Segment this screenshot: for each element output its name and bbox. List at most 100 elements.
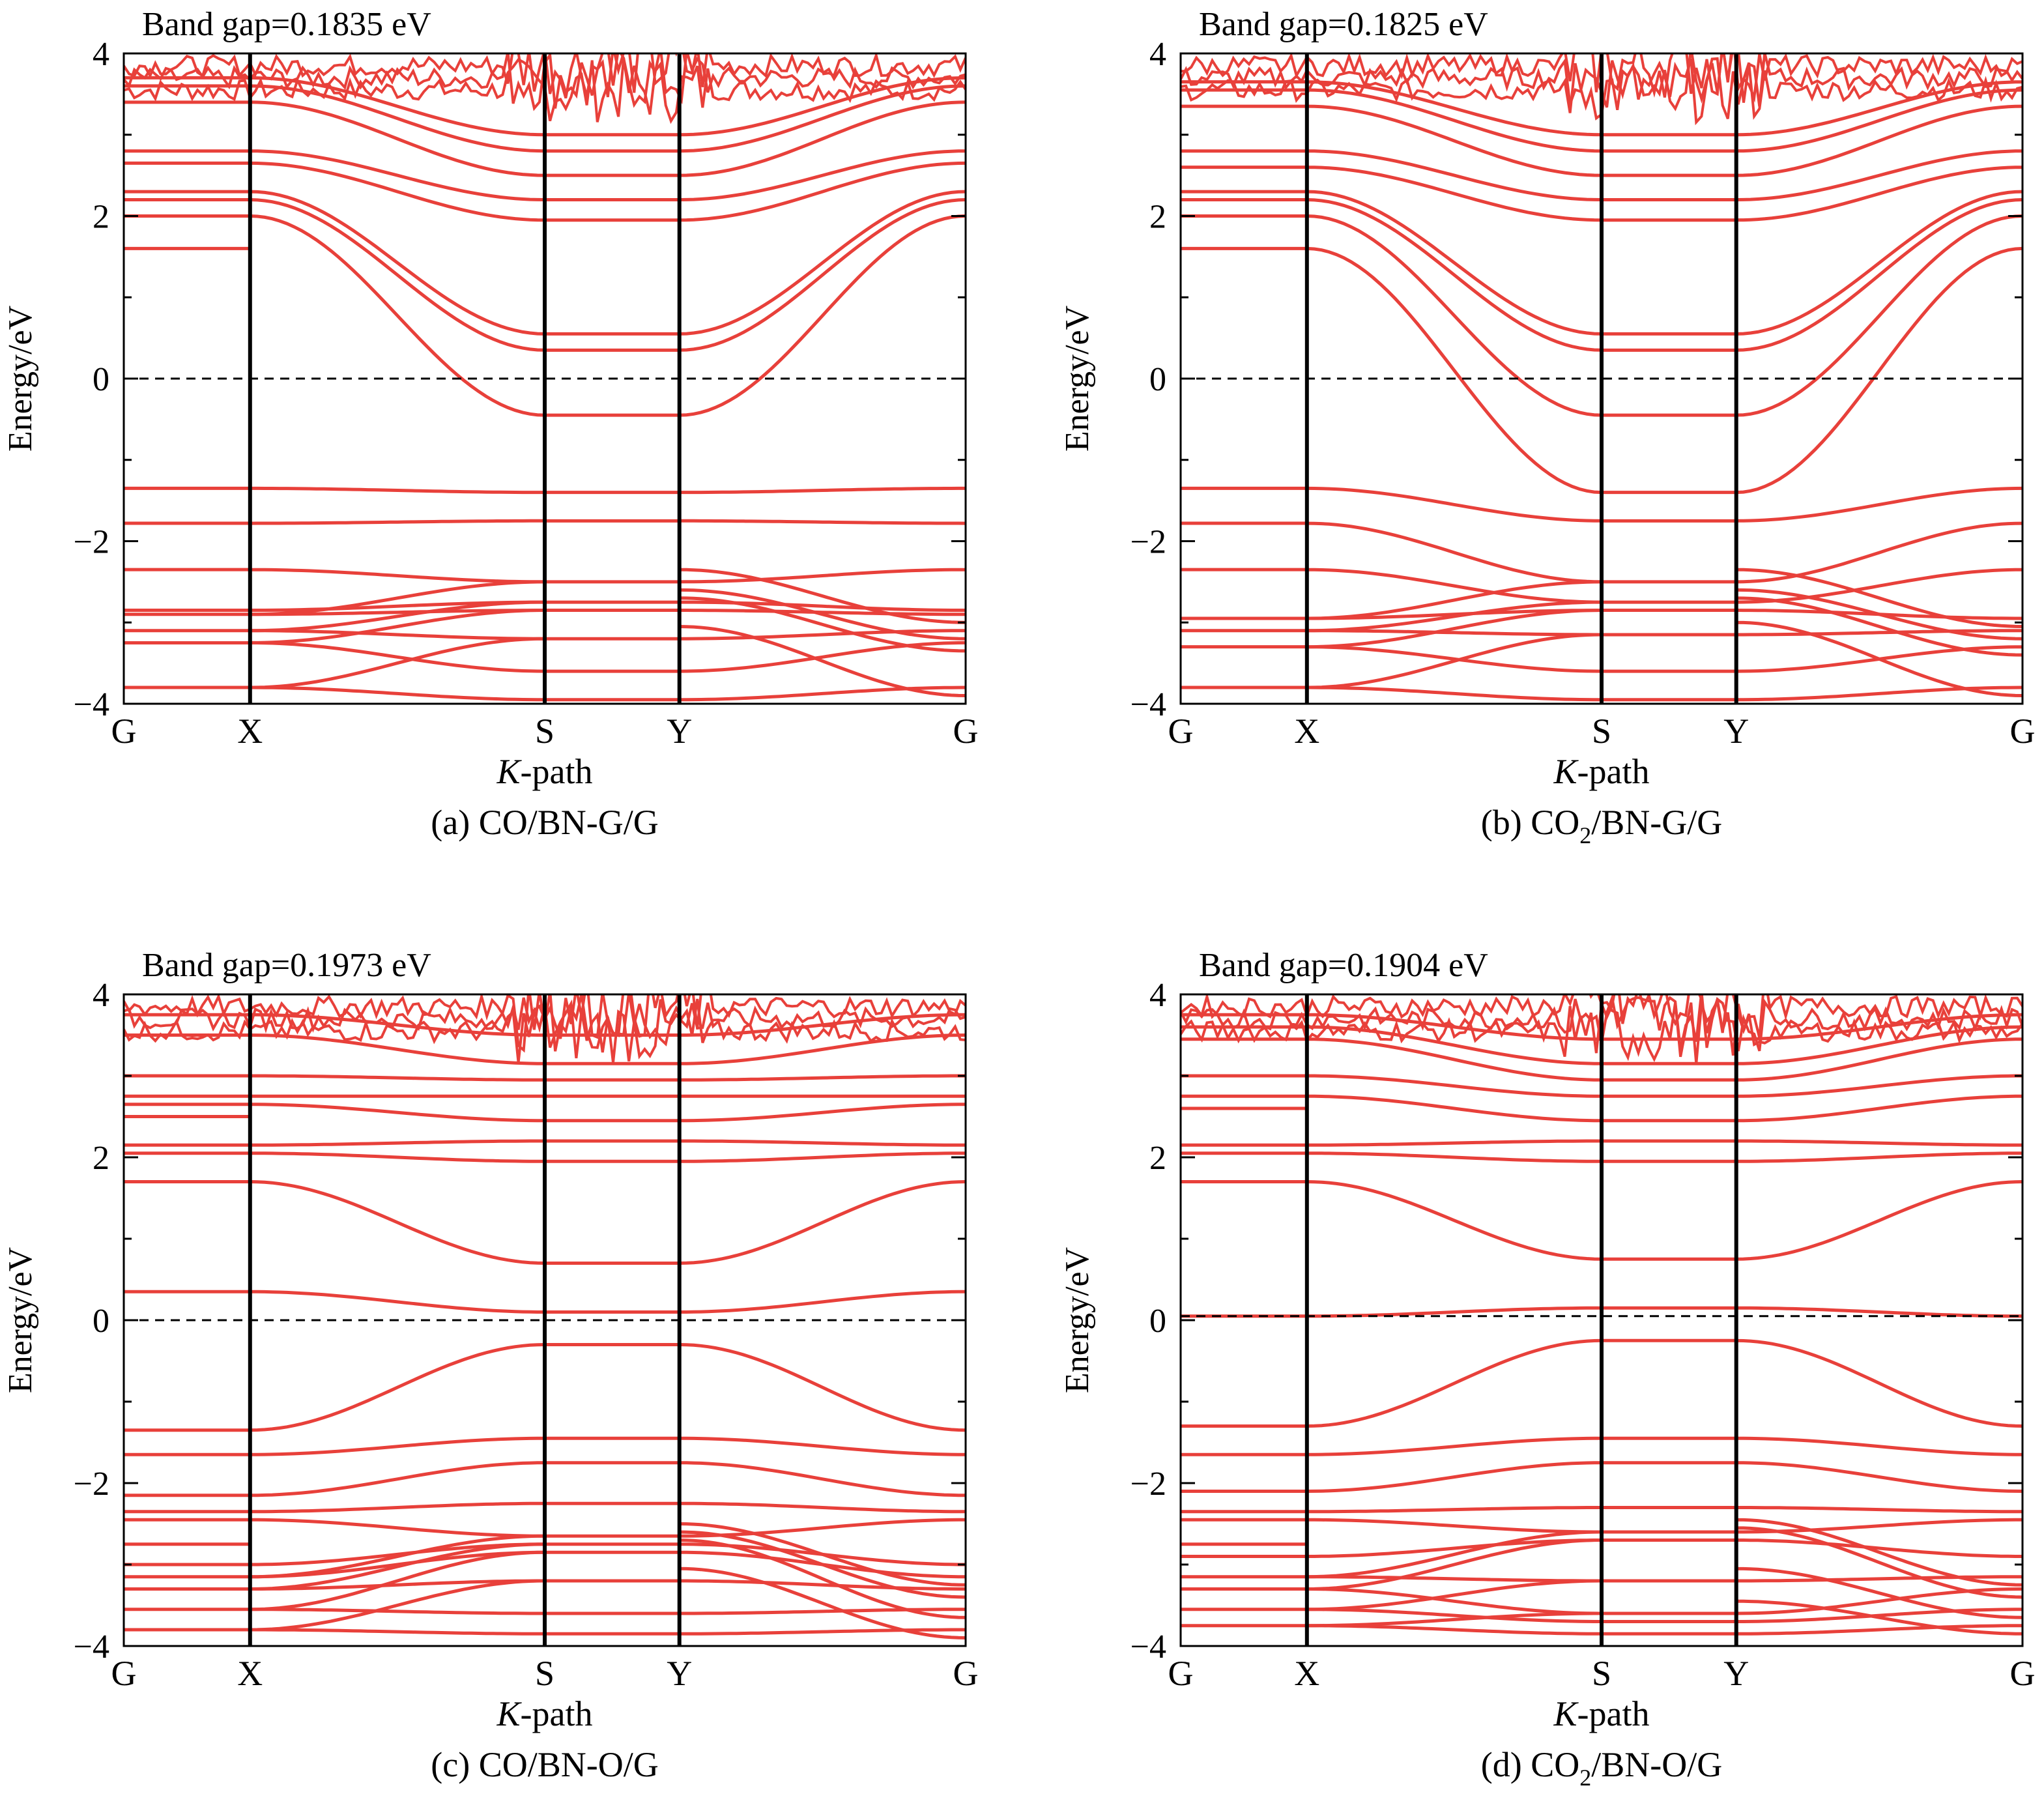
band-line (1306, 1461, 1602, 1493)
band-line (679, 629, 966, 641)
band-line (250, 1103, 545, 1123)
band-line (679, 84, 966, 153)
band-line (124, 53, 966, 99)
band-line (250, 161, 545, 222)
band-line (1306, 568, 1602, 604)
band-line (1306, 609, 1602, 620)
x-axis-label-k: K (497, 1694, 523, 1733)
y-tick-label: −4 (1130, 1628, 1166, 1666)
caption-subscript: 2 (1579, 1765, 1591, 1791)
band-line (1736, 568, 2022, 628)
band-line (679, 1139, 966, 1147)
x-tick-label: Y (1723, 1654, 1749, 1693)
band-line (1736, 1599, 2022, 1636)
panel-b: −4 −2 0 2 4 Energy/eV G X S Y G K-path Band gap=0.18… (1059, 6, 2036, 848)
band-line (679, 568, 966, 584)
y-tick-label: −2 (1130, 1466, 1166, 1503)
y-tick-label: 4 (1149, 36, 1166, 73)
x-tick-label: G (111, 712, 137, 751)
band-line (250, 1033, 545, 1065)
band-line (679, 1461, 966, 1497)
band-line (1306, 198, 1602, 352)
band-line (1306, 1306, 1602, 1318)
band-line (679, 1033, 966, 1065)
band-line (1736, 1306, 2022, 1318)
band-line (250, 1139, 545, 1147)
band-line (1306, 1587, 1602, 1615)
band-line (250, 609, 545, 616)
band-line (250, 686, 545, 702)
band-line (679, 588, 966, 641)
band-line (1306, 1139, 1602, 1147)
x-axis-label-path: -path (1577, 752, 1650, 791)
y-axis-label: Energy/eV (2, 306, 39, 452)
x-tick-label: X (1294, 1654, 1319, 1693)
band-gap-title: Band gap=0.1904 eV (1199, 947, 1488, 984)
band-line (1306, 633, 1602, 689)
band-line (1736, 1608, 2022, 1623)
band-lines (124, 994, 966, 1639)
band-line (250, 1461, 545, 1497)
y-axis: −4 −2 0 2 4 (1130, 36, 2022, 723)
band-line (1736, 1575, 2022, 1583)
band-line (1736, 1338, 2022, 1428)
band-lines (1181, 53, 2022, 702)
band-line (1736, 1624, 2022, 1636)
band-line (1736, 1013, 2022, 1041)
band-line (250, 1542, 545, 1591)
band-line (1306, 214, 1602, 417)
band-line (1736, 629, 2022, 637)
band-line (679, 686, 966, 702)
band-line (1736, 1538, 2022, 1558)
band-line (250, 1013, 545, 1037)
band-line (250, 1290, 545, 1314)
band-line (250, 641, 545, 673)
band-line (1306, 80, 1602, 137)
band-line (250, 580, 545, 616)
band-line (1306, 1074, 1602, 1098)
band-line (250, 1628, 545, 1636)
panel-caption: (b) CO2/BN-G/G (1481, 803, 1722, 848)
x-tick-label: Y (667, 712, 692, 751)
band-line (679, 1436, 966, 1456)
band-line (1736, 80, 2022, 137)
band-line (1306, 1611, 1602, 1628)
y-tick-label: −2 (74, 1466, 109, 1503)
band-line (250, 1343, 545, 1432)
x-tick-label: X (237, 1654, 263, 1693)
panel-d: −4 −2 0 2 4 Energy/eV G X S Y G K-path Band gap=0.19… (1059, 947, 2036, 1791)
band-line (1306, 1037, 1602, 1082)
panel-a: −4 −2 0 2 4 Energy/eV G X S Y G K-path Band gap=0.18… (2, 6, 979, 842)
caption-text: /BN-O/G (1591, 1745, 1722, 1784)
band-line (1736, 198, 2022, 352)
y-tick-label: 4 (93, 977, 109, 1014)
band-line (250, 568, 545, 584)
y-axis: −4 −2 0 2 4 (74, 36, 966, 723)
x-tick-label: G (953, 1654, 979, 1693)
band-line (1736, 104, 2022, 177)
caption-text: (c) CO/BN-O/G (431, 1745, 658, 1784)
band-line (1306, 1624, 1602, 1636)
band-line (1736, 246, 2022, 495)
band-line (1736, 1037, 2022, 1082)
band-line (1736, 1180, 2022, 1261)
caption-text: (b) CO (1481, 803, 1579, 842)
band-line (679, 1290, 966, 1314)
y-axis-label: Energy/eV (2, 1247, 39, 1393)
band-line (679, 1628, 966, 1636)
x-axis-label-k: K (1553, 1694, 1579, 1733)
x-tick-label: X (237, 712, 263, 751)
band-line (1736, 1074, 2022, 1098)
band-line (679, 1538, 966, 1619)
band-line (1306, 629, 1602, 637)
band-line (1306, 149, 1602, 201)
y-axis-label: Energy/eV (1059, 306, 1096, 452)
band-line (1736, 214, 2022, 417)
x-axis-label-path: -path (521, 1694, 593, 1733)
x-axis-label: K-path (1553, 752, 1650, 791)
x-tick-label: G (1168, 712, 1194, 751)
band-line (250, 1534, 545, 1579)
x-tick-label: S (535, 712, 554, 751)
